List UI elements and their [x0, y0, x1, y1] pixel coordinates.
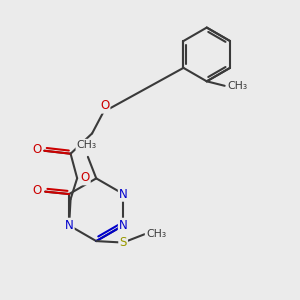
Text: N: N — [119, 219, 128, 232]
Text: O: O — [32, 143, 41, 156]
Text: O: O — [100, 100, 109, 112]
Text: O: O — [80, 171, 89, 184]
Text: CH₃: CH₃ — [227, 81, 247, 91]
Text: CH₃: CH₃ — [146, 229, 166, 238]
Text: O: O — [33, 184, 42, 197]
Text: CH₃: CH₃ — [76, 140, 97, 150]
Text: N: N — [65, 219, 74, 232]
Text: N: N — [119, 188, 128, 200]
Text: S: S — [119, 236, 127, 249]
